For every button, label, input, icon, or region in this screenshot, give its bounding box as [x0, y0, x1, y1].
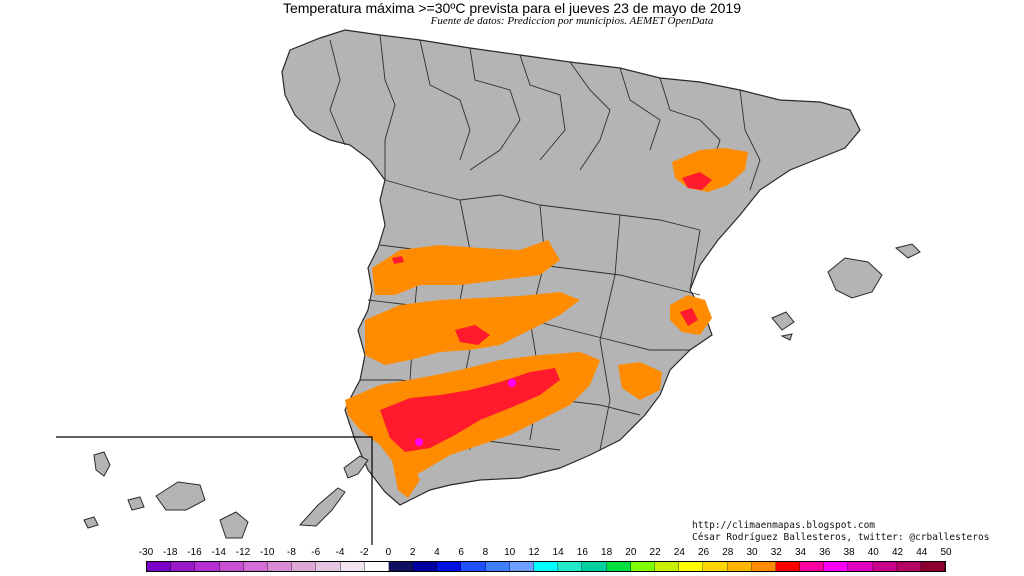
scale-color-cell: [630, 562, 655, 571]
scale-tick-label: 16: [576, 547, 588, 558]
scale-color-cell: [243, 562, 268, 571]
scale-tick-label: 24: [673, 547, 685, 558]
scale-tick-label: -10: [259, 547, 275, 558]
scale-tick-label: -8: [287, 547, 296, 558]
scale-color-cell: [679, 562, 704, 571]
scale-color-cell: [848, 562, 873, 571]
credits-block: http://climaenmapas.blogspot.com César R…: [692, 520, 989, 544]
scale-tick-label: 40: [867, 547, 879, 558]
scale-color-cell: [437, 562, 462, 571]
scale-tick-label: 12: [528, 547, 540, 558]
temperature-color-scale: -30 -18 -16 -14 -12 -10 -8 -6 -4 -2 0 2 4 6 8 10 12 14 16 1…: [139, 547, 952, 575]
scale-color-cell: [703, 562, 728, 571]
scale-tick-label: 0: [385, 547, 392, 558]
scale-tick-label: 30: [746, 547, 758, 558]
scale-color-cell: [896, 562, 921, 571]
scale-tick-label: 26: [698, 547, 710, 558]
scale-tick-label: -4: [335, 547, 345, 558]
scale-tick-label: 20: [625, 547, 637, 558]
scale-tick-label: 36: [819, 547, 831, 558]
la-palma-island: [93, 451, 111, 477]
canary-inset-border: [56, 436, 373, 545]
scale-tick-label: 10: [504, 547, 516, 558]
canary-islands: [83, 451, 369, 539]
scale-labels: -30 -18 -16 -14 -12 -10 -8 -6 -4 -2 0 2 4 6 8 10 12 14 16 1…: [139, 547, 952, 561]
scale-color-cell: [316, 562, 341, 571]
scale-color-cell: [461, 562, 486, 571]
scale-color-cell: [558, 562, 583, 571]
map-subtitle: Fuente de datos: Prediccion por municipi…: [430, 15, 714, 27]
scale-color-cell: [727, 562, 752, 571]
el-hierro-island: [83, 516, 99, 529]
scale-color-cell: [340, 562, 365, 571]
scale-tick-label: -14: [211, 547, 226, 558]
scale-tick-label: 22: [649, 547, 661, 558]
formentera-island: [780, 333, 793, 341]
scale-tick-label: 38: [843, 547, 855, 558]
scale-tick-label: 42: [891, 547, 904, 558]
scale-tick-label: 4: [434, 547, 440, 558]
scale-color-cell: [775, 562, 801, 571]
scale-tick-label: -6: [311, 547, 321, 558]
scale-color-cell: [921, 562, 946, 571]
scale-tick-label: 18: [601, 547, 613, 558]
scale-color-cell: [292, 562, 317, 571]
lanzarote-island: [343, 455, 369, 479]
scale-tick-label: -30: [138, 547, 154, 558]
scale-color-cell: [872, 562, 897, 571]
scale-color-cell: [195, 562, 220, 571]
credits-author: César Rodríguez Ballesteros, twitter: @c…: [692, 532, 990, 543]
gran-canaria-island: [219, 511, 249, 539]
temperature-zone-32: [380, 172, 712, 452]
scale-color-cell: [654, 562, 680, 571]
scale-tick-label: 2: [409, 547, 416, 558]
ibiza-island: [771, 311, 795, 331]
scale-tick-label: 44: [916, 547, 928, 558]
temperature-spot-36-sevilla: [415, 438, 423, 446]
scale-color-cell: [824, 562, 849, 571]
scale-color-cell: [388, 562, 414, 571]
scale-bar: [146, 561, 946, 572]
tenerife-island: [155, 481, 206, 511]
scale-color-cell: [147, 562, 172, 571]
scale-tick-label: 34: [794, 547, 807, 558]
scale-color-cell: [171, 562, 196, 571]
scale-tick-label: -2: [359, 547, 369, 558]
scale-color-cell: [751, 562, 776, 571]
la-gomera-island: [127, 496, 145, 511]
scale-tick-label: -12: [235, 547, 251, 558]
temperature-spot-36-jaen: [508, 379, 516, 387]
scale-color-cell: [364, 562, 389, 571]
scale-tick-label: 8: [482, 547, 489, 558]
scale-color-cell: [606, 562, 631, 571]
mallorca-island: [827, 257, 883, 299]
credits-blog-url: http://climaenmapas.blogspot.com: [692, 520, 876, 531]
map-title: Temperatura máxima >=30ºC prevista para …: [282, 0, 742, 16]
scale-color-cell: [509, 562, 534, 571]
scale-color-cell: [413, 562, 438, 571]
scale-color-cell: [534, 562, 559, 571]
scale-tick-label: -18: [163, 547, 178, 558]
scale-color-cell: [582, 562, 607, 571]
scale-tick-label: 28: [722, 547, 734, 558]
scale-tick-label: 6: [458, 547, 464, 558]
scale-color-cell: [485, 562, 510, 571]
scale-tick-label: 14: [552, 547, 564, 558]
scale-tick-label: 32: [770, 547, 782, 558]
scale-tick-label: 50: [940, 547, 952, 558]
menorca-island: [894, 243, 921, 259]
fuerteventura-island: [298, 487, 346, 527]
scale-color-cell: [800, 562, 825, 571]
scale-tick-label: -16: [187, 547, 202, 558]
scale-color-cell: [219, 562, 244, 571]
scale-color-cell: [267, 562, 293, 571]
